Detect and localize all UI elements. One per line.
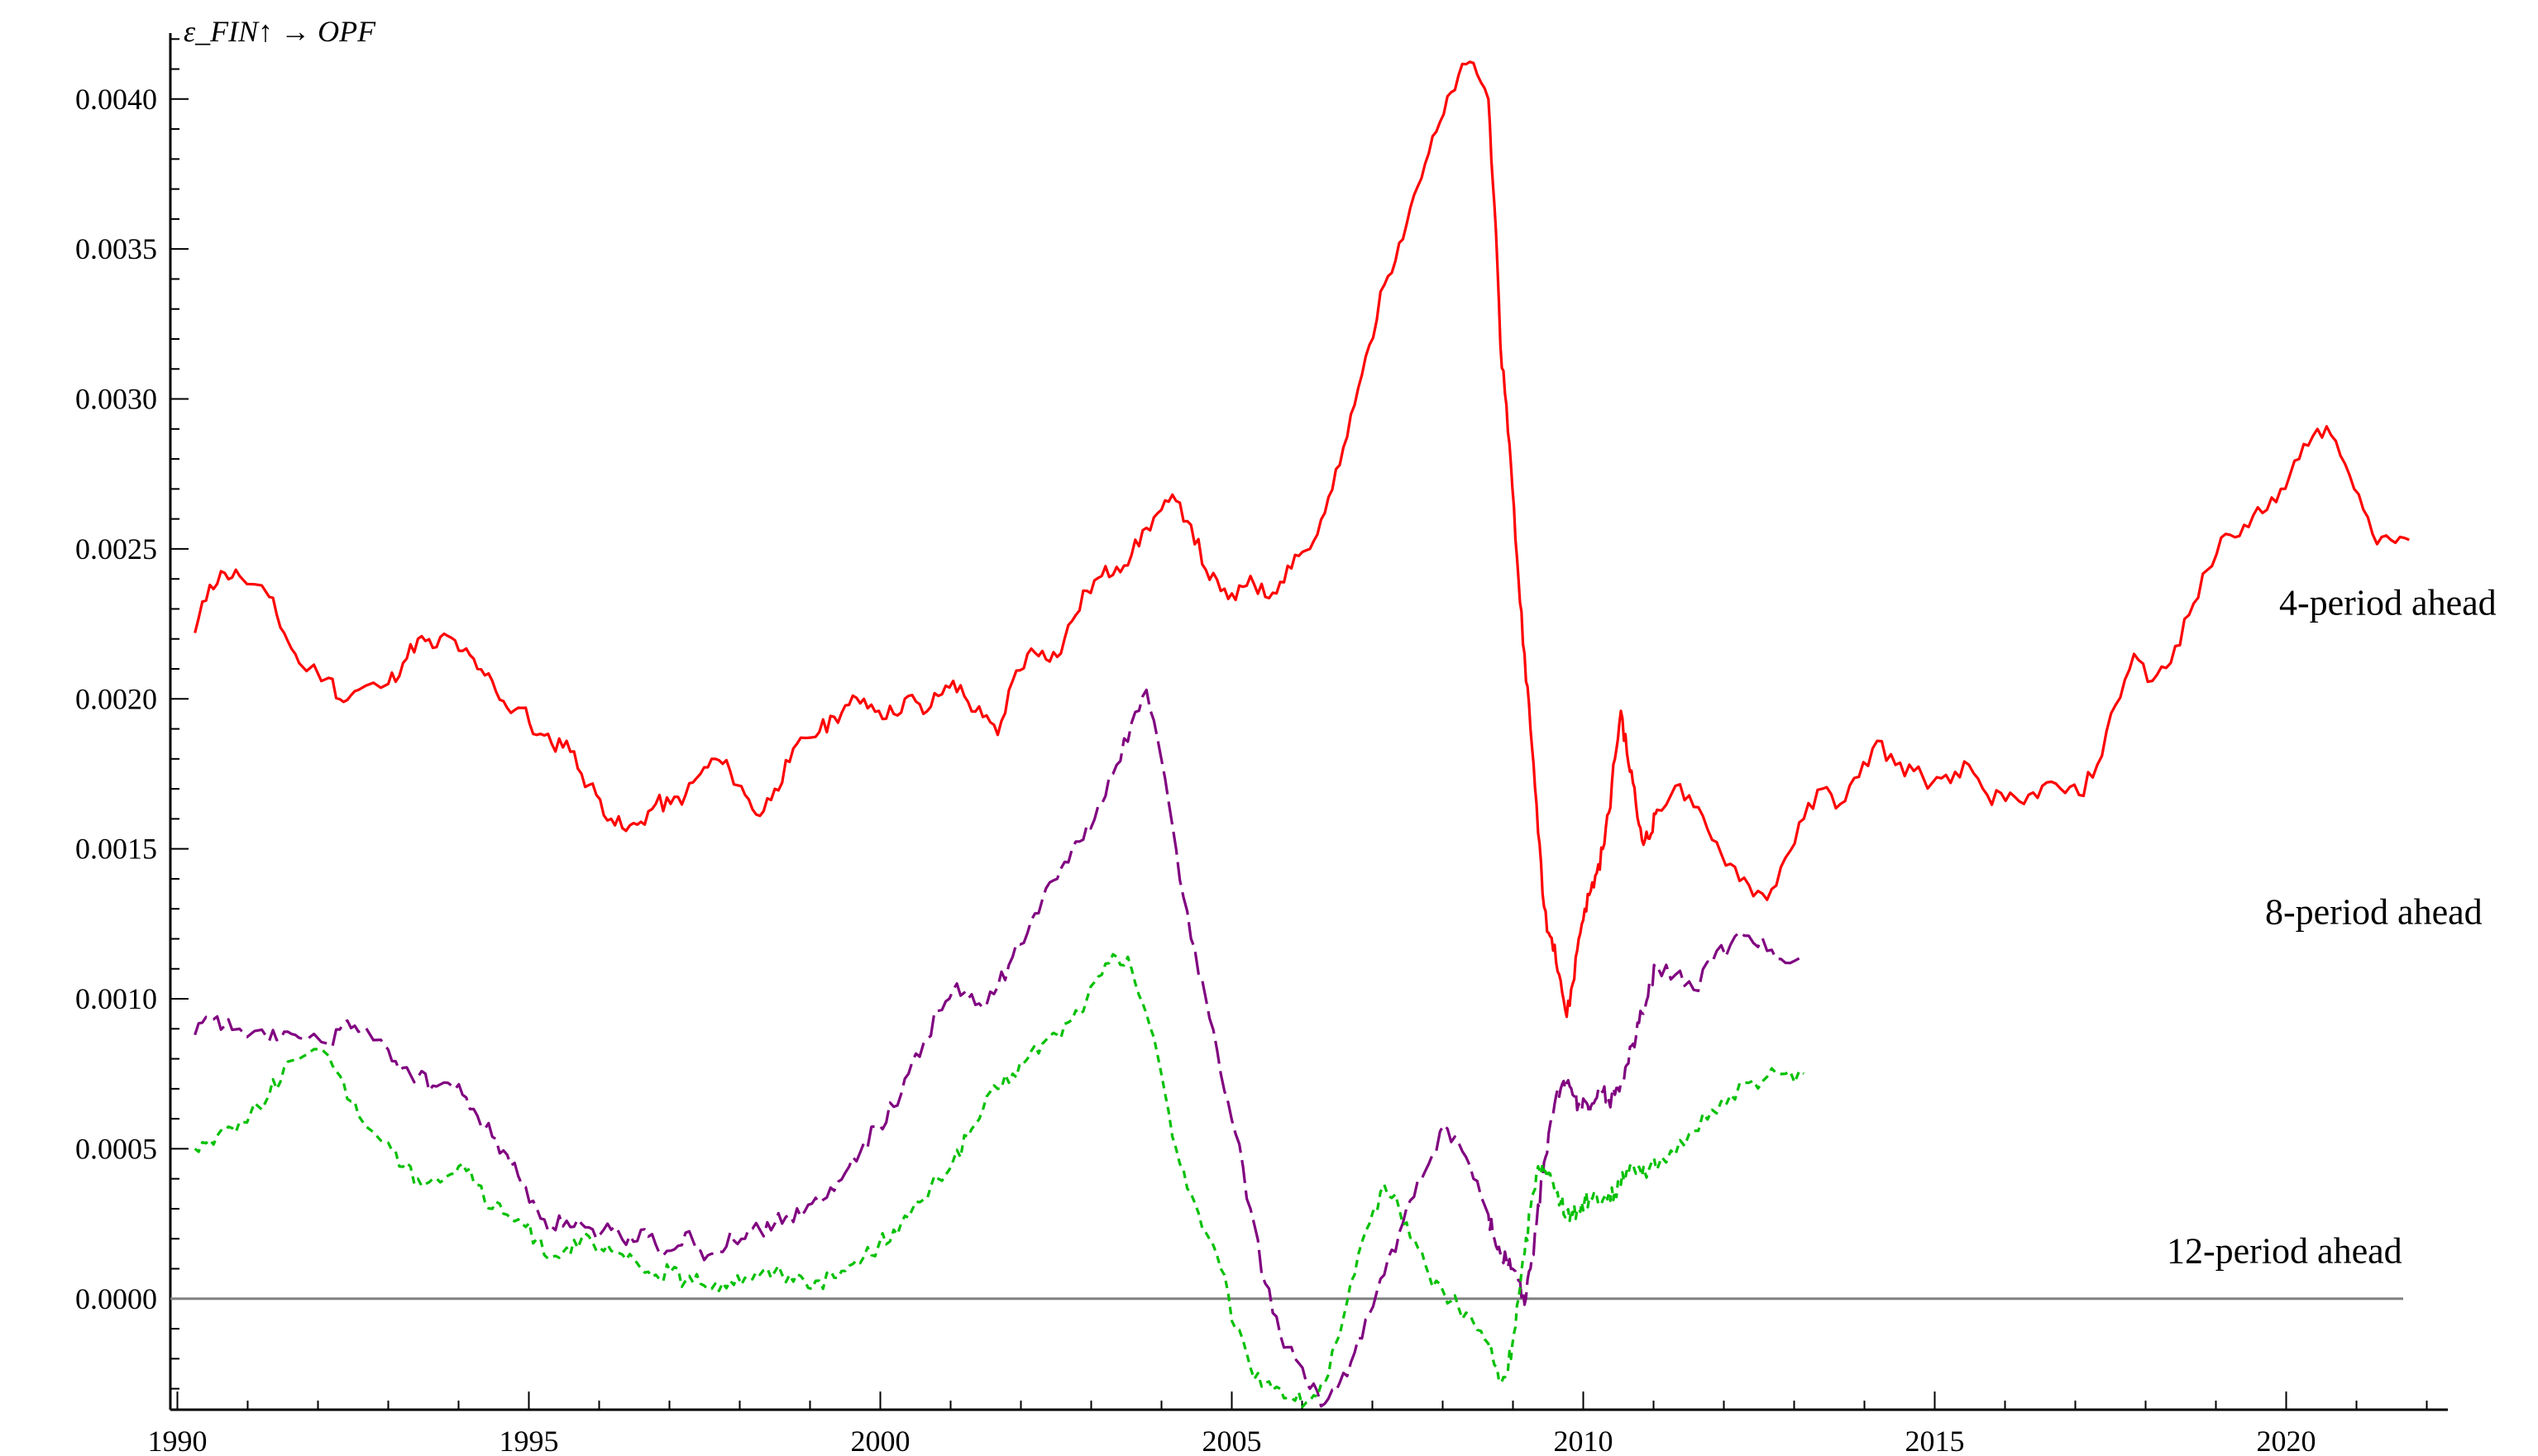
y-tick-label: 0.0020 xyxy=(75,682,157,715)
series-line-2 xyxy=(194,952,1805,1409)
annotation-group: 4-period ahead 8-period ahead 12-period ah… xyxy=(2167,583,2497,1272)
y-tick-label: 0.0030 xyxy=(75,383,157,416)
y-tick-label: 0.0040 xyxy=(75,83,157,116)
series-annotation: 8-period ahead xyxy=(2265,891,2483,932)
y-tick-label: 0.0025 xyxy=(75,532,157,566)
y-tick-label: 0.0035 xyxy=(75,232,157,265)
y-tick-label: 0.0005 xyxy=(75,1132,157,1165)
x-axis: 1990 1995 2000 2005 2010 2015 2020 xyxy=(148,1392,2448,1456)
x-tick-label: 2020 xyxy=(2257,1425,2316,1456)
x-tick-label: 1990 xyxy=(148,1425,208,1456)
series-line-0 xyxy=(194,60,2410,1019)
y-tick-label: 0.0010 xyxy=(75,982,157,1015)
y-tick-label: 0.0015 xyxy=(75,833,157,866)
series-group xyxy=(194,60,2410,1409)
x-tick-label: 2000 xyxy=(851,1425,911,1456)
y-axis: 0.0000 0.0005 0.0010 0.0015 0.0020 0.0025 0.00… xyxy=(75,33,189,1410)
x-tick-label: 2015 xyxy=(1905,1425,1965,1456)
series-line-1 xyxy=(194,688,1805,1408)
x-tick-label: 2005 xyxy=(1202,1425,1262,1456)
x-tick-label: 2010 xyxy=(1554,1425,1613,1456)
chart-title: ε_FIN↑ → OPF xyxy=(184,15,376,48)
y-tick-label: 0.0000 xyxy=(75,1282,157,1315)
x-tick-label: 1995 xyxy=(499,1425,559,1456)
series-annotation: 12-period ahead xyxy=(2167,1230,2402,1271)
series-annotation: 4-period ahead xyxy=(2279,583,2497,623)
